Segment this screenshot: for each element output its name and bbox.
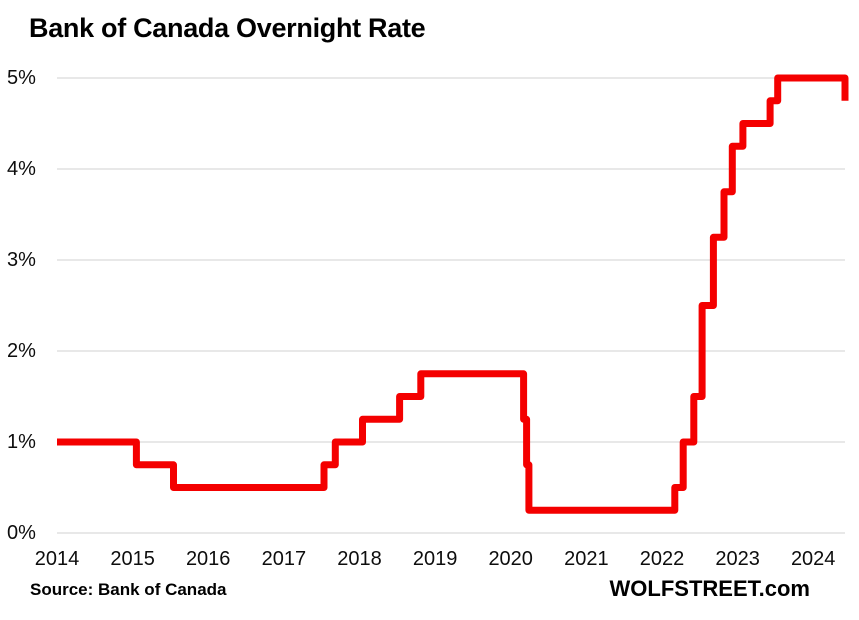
y-tick-label: 4% bbox=[7, 158, 36, 180]
branding-wolfstreet: WOLFSTREET.com bbox=[609, 576, 810, 601]
chart-title: Bank of Canada Overnight Rate bbox=[29, 13, 426, 43]
x-tick-label: 2018 bbox=[337, 548, 382, 570]
x-tick-label: 2023 bbox=[715, 548, 760, 570]
x-tick-label: 2016 bbox=[185, 548, 231, 570]
x-tick-label: 2019 bbox=[412, 548, 458, 570]
y-tick-label: 5% bbox=[7, 67, 36, 89]
y-tick-label: 0% bbox=[7, 522, 36, 544]
rate-step-line bbox=[57, 74, 849, 514]
y-tick-label: 2% bbox=[7, 340, 36, 362]
x-tick-label: 2014 bbox=[34, 548, 80, 570]
x-tick-label: 2021 bbox=[564, 548, 609, 570]
x-tick-label: 2015 bbox=[110, 548, 155, 570]
y-tick-label: 3% bbox=[7, 249, 36, 271]
x-tick-label: 2020 bbox=[488, 548, 533, 570]
x-tick-label: 2022 bbox=[639, 548, 685, 570]
y-tick-label: 1% bbox=[7, 431, 36, 453]
x-tick-label: 2017 bbox=[261, 548, 307, 570]
x-tick-label: 2024 bbox=[790, 548, 836, 570]
source-note: Source: Bank of Canada bbox=[30, 580, 227, 599]
